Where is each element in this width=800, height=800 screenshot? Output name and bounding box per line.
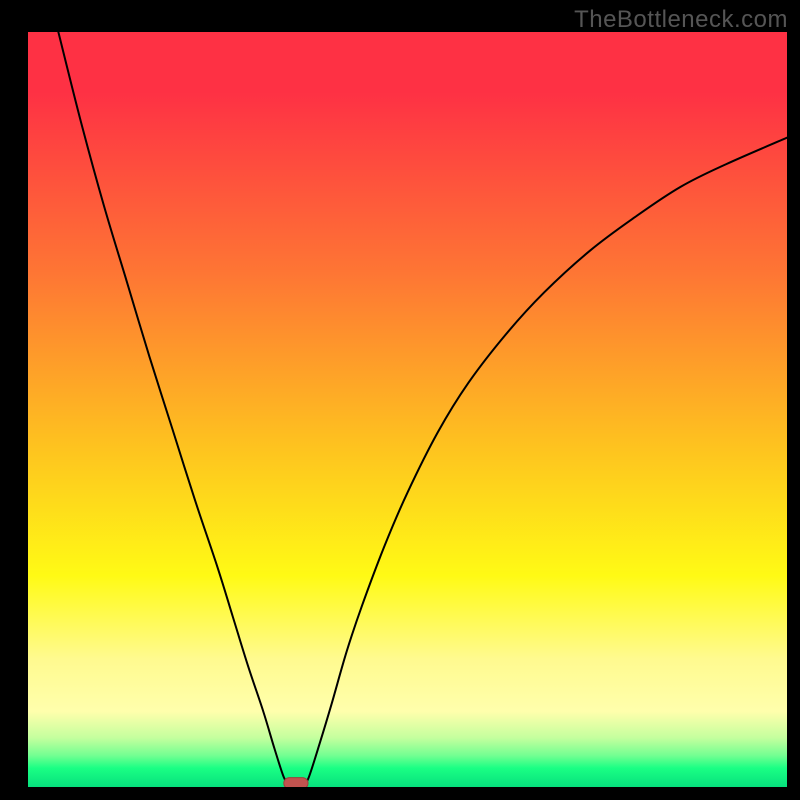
chart-background bbox=[28, 32, 787, 787]
bottleneck-curve-chart bbox=[28, 32, 787, 787]
optimal-point-marker bbox=[284, 778, 308, 787]
watermark-text: TheBottleneck.com bbox=[574, 6, 788, 34]
chart-container bbox=[28, 32, 787, 787]
